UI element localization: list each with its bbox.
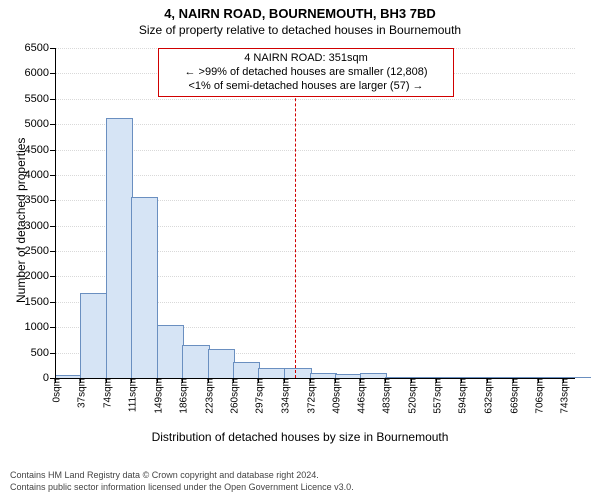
footer-line-1: Contains HM Land Registry data © Crown c… [10,470,354,482]
histogram-bar [131,197,158,378]
x-tick-label: 669sqm [505,378,520,414]
x-tick-label: 149sqm [149,378,164,414]
x-tick-label: 111sqm [123,378,138,412]
annotation-line-3: <1% of semi-detached houses are larger (… [167,80,445,94]
grid-line [55,175,575,177]
annotation-line-2: ← >99% of detached houses are smaller (1… [167,66,445,80]
grid-line [55,99,575,101]
y-axis-label: Number of detached properties [14,138,28,303]
histogram-bar [284,368,311,378]
footer-line-2: Contains public sector information licen… [10,482,354,494]
histogram-bar [80,293,107,378]
histogram-bar [233,362,260,378]
x-tick-label: 594sqm [454,378,469,414]
x-tick-label: 520sqm [403,378,418,414]
x-axis-line [55,378,575,379]
x-tick-label: 223sqm [200,378,215,414]
histogram-bar [106,118,133,378]
histogram-bar [157,325,184,378]
x-axis-label: Distribution of detached houses by size … [0,430,600,444]
x-tick-label: 706sqm [531,378,546,414]
marker-annotation: 4 NAIRN ROAD: 351sqm ← >99% of detached … [158,48,454,97]
x-tick-label: 372sqm [302,378,317,414]
x-tick-label: 260sqm [225,378,240,414]
histogram-bar [182,345,209,378]
marker-line [295,48,296,378]
x-tick-label: 334sqm [276,378,291,414]
x-tick-label: 297sqm [251,378,266,414]
chart-plot-area: 0500100015002000250030003500400045005000… [55,48,575,378]
y-axis-line [55,48,56,378]
annotation-line-1: 4 NAIRN ROAD: 351sqm [167,52,445,66]
footer-attribution: Contains HM Land Registry data © Crown c… [10,470,354,493]
histogram-bar [258,368,285,378]
x-tick-label: 186sqm [175,378,190,414]
grid-line [55,124,575,126]
x-tick-label: 743sqm [556,378,571,414]
x-tick-label: 409sqm [327,378,342,414]
chart-title: 4, NAIRN ROAD, BOURNEMOUTH, BH3 7BD [0,0,600,21]
x-tick-label: 446sqm [353,378,368,414]
x-tick-label: 632sqm [480,378,495,414]
chart-subtitle: Size of property relative to detached ho… [0,21,600,37]
x-tick-label: 557sqm [429,378,444,414]
grid-line [55,150,575,152]
x-tick-label: 483sqm [378,378,393,414]
histogram-bar [208,349,235,378]
